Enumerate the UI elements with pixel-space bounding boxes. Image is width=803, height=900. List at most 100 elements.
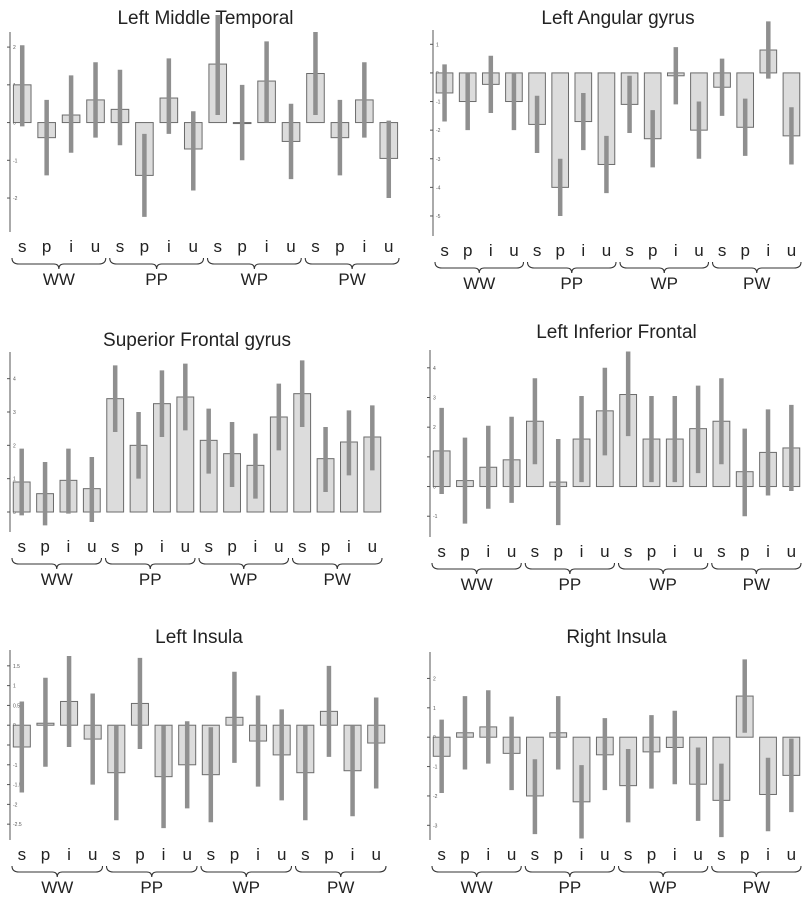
x-tick-label: u (91, 237, 100, 256)
chart-panel: Right Insula210-1-2-3spiuspiuspiuspiuWWP… (427, 627, 802, 897)
x-tick-label: u (181, 537, 190, 556)
x-tick-label: s (311, 237, 320, 256)
y-tick-label: -5 (436, 214, 441, 220)
x-tick-label: p (324, 845, 333, 864)
y-tick-label: 2 (13, 45, 16, 51)
x-tick-label: s (111, 537, 120, 556)
y-tick-label: -1 (13, 158, 18, 164)
group-label: PW (324, 570, 351, 589)
x-tick-label: i (580, 542, 584, 561)
x-tick-label: p (740, 845, 749, 864)
x-tick-label: p (647, 845, 656, 864)
y-tick-label: -2 (13, 802, 18, 808)
group-label: PP (559, 878, 582, 897)
x-tick-label: s (116, 237, 125, 256)
group-brace (11, 557, 103, 570)
x-tick-label: u (182, 845, 191, 864)
x-tick-label: p (647, 542, 656, 561)
y-tick-label: 1 (13, 477, 16, 483)
x-tick-label: i (67, 845, 71, 864)
y-tick-label: -4 (436, 185, 441, 191)
chart-panel: Left Inferior Frontal43210-1spiuspiuspiu… (427, 322, 802, 594)
y-tick-label: 3 (433, 395, 436, 401)
x-tick-label: p (42, 237, 51, 256)
y-tick-label: -1 (436, 100, 441, 106)
x-tick-label: u (507, 542, 516, 561)
group-label: WP (230, 570, 257, 589)
group-brace (711, 562, 802, 575)
y-tick-label: 2 (433, 676, 436, 682)
x-tick-label: u (602, 241, 611, 260)
x-tick-label: u (189, 237, 198, 256)
group-brace (434, 261, 525, 274)
group-brace (617, 562, 709, 575)
x-tick-label: i (673, 542, 677, 561)
group-brace (206, 257, 302, 270)
y-tick-label: 0 (13, 510, 16, 516)
x-tick-label: i (674, 241, 678, 260)
x-tick-label: u (693, 542, 702, 561)
x-tick-label: p (460, 542, 469, 561)
x-tick-label: u (694, 241, 703, 260)
x-tick-label: i (486, 845, 490, 864)
group-label: WP (241, 270, 268, 289)
group-brace (524, 865, 616, 878)
group-label: PP (559, 575, 582, 594)
x-tick-label: p (140, 237, 149, 256)
group-brace (524, 562, 616, 575)
group-label: PP (145, 270, 168, 289)
group-brace (200, 865, 293, 878)
x-tick-label: p (134, 537, 143, 556)
x-tick-label: u (87, 537, 96, 556)
group-brace (105, 865, 198, 878)
x-tick-label: s (531, 542, 540, 561)
x-tick-label: s (18, 845, 27, 864)
x-tick-label: s (717, 845, 726, 864)
x-tick-label: s (624, 845, 633, 864)
x-tick-label: u (693, 845, 702, 864)
x-tick-label: u (787, 241, 796, 260)
y-tick-label: 1.5 (13, 664, 20, 670)
x-tick-label: i (67, 537, 71, 556)
group-brace (711, 261, 802, 274)
group-label: WW (43, 270, 75, 289)
group-label: PW (327, 878, 354, 897)
x-tick-label: p (553, 845, 562, 864)
x-tick-label: u (274, 537, 283, 556)
group-label: WW (41, 570, 73, 589)
x-tick-label: p (230, 845, 239, 864)
x-tick-label: u (600, 542, 609, 561)
chart-title: Right Insula (566, 627, 667, 648)
group-label: WP (649, 878, 676, 897)
chart-panel: Left Angular gyrus10-1-2-3-4-5spiuspiusp… (430, 8, 802, 293)
x-tick-label: i (581, 241, 585, 260)
y-tick-label: -2 (433, 794, 438, 800)
x-tick-label: s (533, 241, 542, 260)
x-tick-label: i (362, 237, 366, 256)
x-tick-label: i (351, 845, 355, 864)
x-tick-label: s (624, 542, 633, 561)
y-tick-label: -1 (433, 765, 438, 771)
group-brace (526, 261, 617, 274)
x-tick-label: p (740, 542, 749, 561)
x-tick-label: p (335, 237, 344, 256)
x-tick-label: i (673, 845, 677, 864)
x-tick-label: i (347, 537, 351, 556)
y-tick-label: 1 (433, 706, 436, 712)
x-tick-label: u (787, 542, 796, 561)
x-tick-label: s (301, 845, 310, 864)
x-tick-label: p (648, 241, 657, 260)
x-tick-label: s (718, 241, 727, 260)
group-label: PW (743, 575, 770, 594)
group-label: WW (463, 274, 495, 293)
group-brace (291, 557, 383, 570)
x-tick-label: p (135, 845, 144, 864)
x-tick-label: s (531, 845, 540, 864)
x-tick-label: p (40, 537, 49, 556)
chart-title: Left Inferior Frontal (536, 322, 697, 343)
group-label: PW (743, 274, 770, 293)
x-tick-label: p (553, 542, 562, 561)
x-tick-label: i (486, 542, 490, 561)
group-brace (617, 865, 709, 878)
x-tick-label: s (207, 845, 216, 864)
